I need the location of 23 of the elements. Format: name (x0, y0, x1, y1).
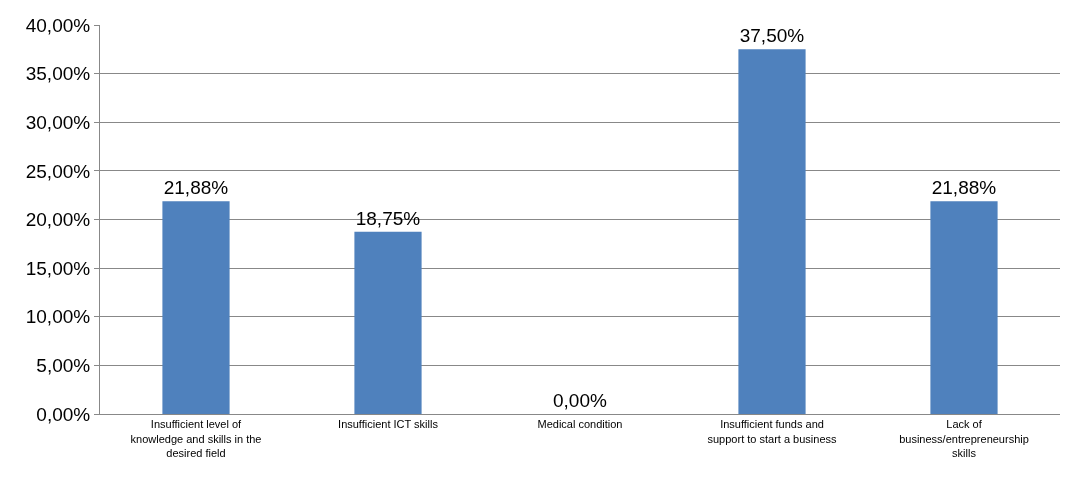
x-tick-label: Insufficient ICT skills (338, 418, 439, 431)
y-tick-label: 10,00% (25, 306, 91, 328)
data-label: 21,88% (163, 177, 229, 199)
data-label: 18,75% (355, 207, 421, 229)
x-tick-label: Lack of business/entrepreneurship skills (899, 418, 1029, 459)
bar (738, 49, 806, 414)
y-tick-label: 40,00% (25, 14, 91, 36)
y-tick-label: 0,00% (36, 403, 91, 425)
y-tick-label: 25,00% (25, 160, 91, 182)
x-tick-label: Medical condition (537, 418, 623, 431)
data-label: 21,88% (931, 177, 997, 199)
data-label: 37,50% (739, 25, 805, 47)
data-label: 0,00% (553, 390, 607, 411)
bar (354, 231, 422, 414)
y-tick-label: 35,00% (25, 63, 91, 85)
bar (162, 201, 230, 414)
y-tick-label: 30,00% (25, 111, 91, 133)
y-tick-label: 20,00% (25, 209, 91, 231)
y-tick-label: 5,00% (36, 355, 91, 377)
y-tick-label: 15,00% (25, 257, 91, 279)
bar (930, 201, 998, 414)
x-tick-label: Insufficient level of knowledge and skills in the desired field (130, 418, 262, 459)
x-tick-label: Insufficient funds and support to start a business (707, 418, 838, 445)
